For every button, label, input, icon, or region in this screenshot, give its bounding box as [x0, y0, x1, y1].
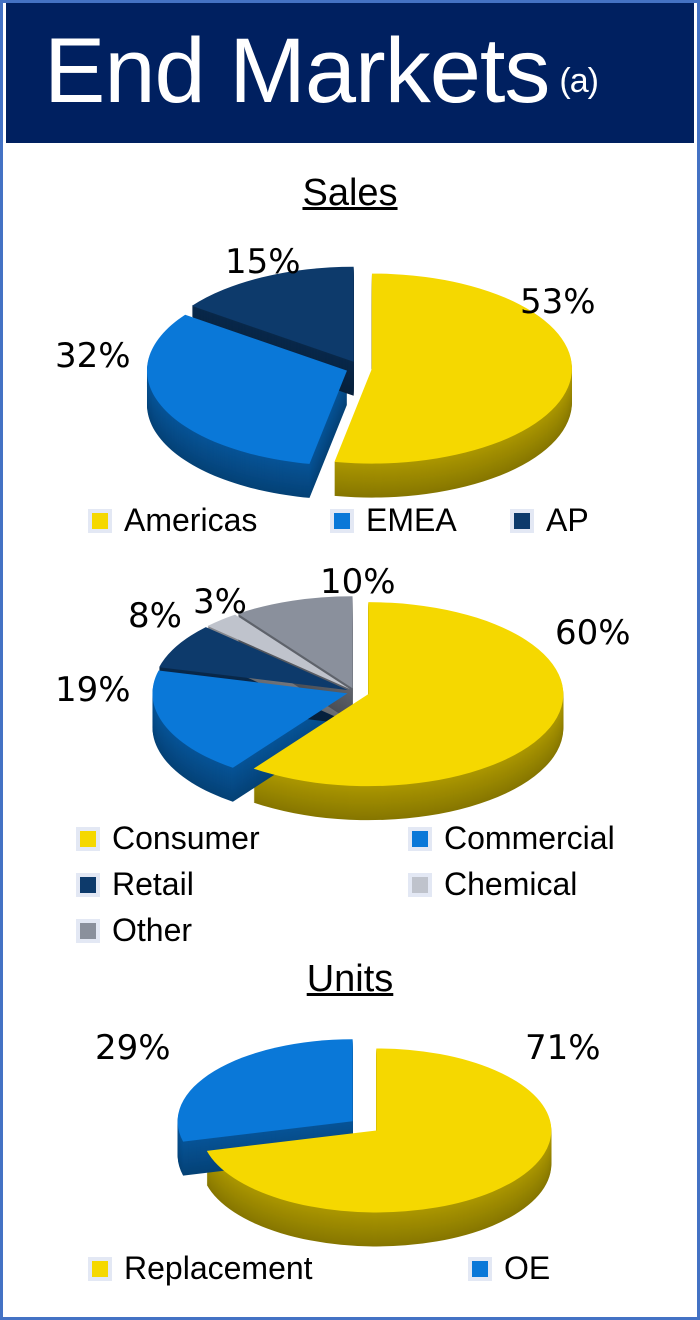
data-label: 15%: [225, 242, 301, 282]
pie-chart-2: [177, 1039, 552, 1247]
pie-slice-oe: [177, 1039, 353, 1142]
data-label: 3%: [193, 582, 247, 622]
legend-swatch: [510, 508, 534, 533]
legend-item: Chemical: [408, 866, 577, 903]
data-label: 60%: [555, 613, 631, 653]
legend-swatch: [76, 918, 100, 943]
legend-swatch: [88, 1256, 112, 1281]
pie-slice-commercial: [152, 670, 348, 768]
title-text: End Markets: [44, 20, 550, 122]
legend-label: Replacement: [124, 1250, 313, 1286]
data-label: 53%: [520, 282, 596, 322]
legend-swatch: [76, 872, 100, 897]
legend-swatch: [468, 1256, 492, 1281]
legend-item: OE: [468, 1250, 550, 1287]
legend-item: Consumer: [76, 820, 260, 857]
legend-item: Retail: [76, 866, 194, 903]
header-bar: End Markets (a): [6, 3, 694, 143]
legend-label: EMEA: [366, 502, 457, 538]
legend-label: Other: [112, 912, 193, 948]
legend-label: OE: [504, 1250, 551, 1286]
data-label: 19%: [55, 670, 131, 710]
legend-label: Chemical: [444, 866, 578, 902]
data-label: 8%: [128, 596, 182, 636]
title-footnote: (a): [559, 62, 599, 100]
units-title: Units: [306, 958, 394, 1000]
data-label: 32%: [55, 336, 131, 376]
legend-item: EMEA: [330, 502, 457, 539]
sales-title: Sales: [302, 172, 398, 214]
legend-label: Retail: [112, 866, 194, 902]
legend-label: Consumer: [112, 820, 260, 856]
pie-slice-replacement: [206, 1048, 552, 1213]
pie-chart-1: [152, 596, 564, 821]
pie-slice-chemical: [207, 614, 350, 689]
legend-swatch: [88, 508, 112, 533]
pie-slice-emea: [146, 314, 347, 464]
pie-slice-ap: [191, 266, 354, 362]
legend-item: Replacement: [88, 1250, 313, 1287]
page-title: End Markets (a): [44, 20, 599, 122]
legend-item: Other: [76, 912, 192, 949]
data-label: 71%: [525, 1028, 601, 1068]
pie-chart-0: [146, 266, 572, 498]
legend-item: Commercial: [408, 820, 615, 857]
legend-item: Americas: [88, 502, 257, 539]
data-label: 29%: [95, 1028, 171, 1068]
legend-swatch: [408, 872, 432, 897]
data-label: 10%: [320, 562, 396, 602]
legend-item: AP: [510, 502, 589, 539]
legend-label: Americas: [124, 502, 258, 538]
legend-label: AP: [546, 502, 589, 538]
pie-slice-consumer: [253, 602, 564, 787]
pie-slice-other: [237, 596, 353, 689]
pie-slice-retail: [159, 627, 348, 691]
legend-label: Commercial: [444, 820, 615, 856]
legend-swatch: [330, 508, 354, 533]
legend-swatch: [76, 826, 100, 851]
pie-slice-americas: [334, 273, 572, 464]
legend-swatch: [408, 826, 432, 851]
